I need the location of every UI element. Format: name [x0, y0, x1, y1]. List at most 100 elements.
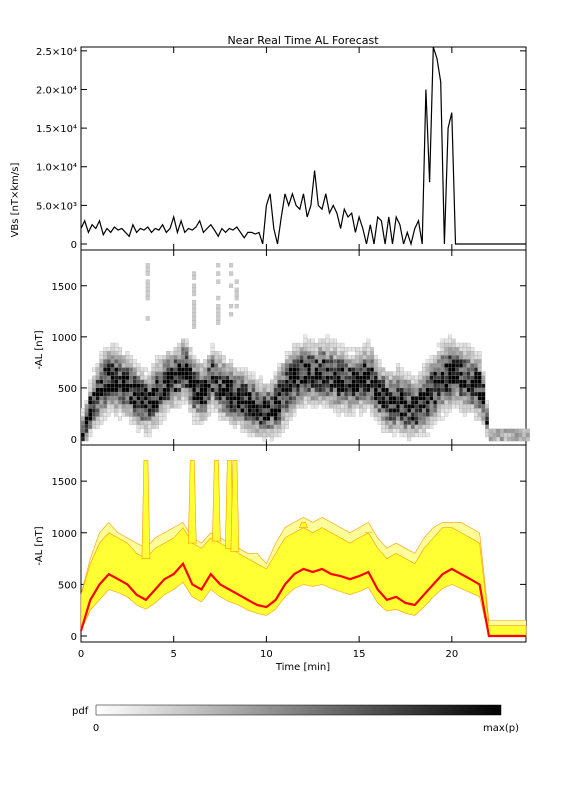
heatmap-cell	[199, 375, 204, 380]
heatmap-cell	[459, 347, 464, 352]
heatmap-cell	[232, 371, 237, 376]
heatmap-cell	[132, 400, 137, 405]
heatmap-cell	[336, 355, 341, 360]
heatmap-cell	[477, 375, 482, 380]
heatmap-cell	[110, 408, 115, 413]
heatmap-cell	[110, 359, 115, 364]
heatmap-cell	[440, 351, 445, 356]
heatmap-cell	[140, 424, 145, 429]
heatmap-cell	[318, 375, 323, 380]
heatmap-cell	[310, 347, 315, 352]
heatmap-cell	[329, 383, 334, 388]
heatmap-cell	[188, 355, 193, 360]
heatmap-cell	[355, 355, 360, 360]
heatmap-cell	[158, 367, 163, 372]
heatmap-cell	[474, 379, 478, 384]
heatmap-cell	[121, 375, 126, 380]
heatmap-cell	[203, 408, 208, 413]
heatmap-cell	[292, 383, 297, 388]
heatmap-cell	[162, 416, 167, 421]
heatmap-cell	[318, 383, 323, 388]
heatmap-cell	[333, 383, 338, 388]
heatmap-cell	[485, 400, 490, 405]
heatmap-cell	[422, 412, 427, 417]
heatmap-cell	[366, 379, 371, 384]
heatmap-cell	[492, 428, 497, 433]
heatmap-cell	[388, 420, 393, 425]
heatmap-cell	[481, 371, 486, 376]
heatmap-cell	[414, 408, 419, 413]
heatmap-cell	[103, 416, 108, 421]
heatmap-cell	[103, 400, 108, 405]
heatmap-cell	[440, 371, 445, 376]
heatmap-cell	[381, 371, 386, 376]
heatmap-cell	[310, 379, 315, 384]
heatmap-cell	[262, 391, 267, 397]
heatmap-cell	[396, 379, 401, 384]
heatmap-cell	[199, 412, 204, 417]
heatmap-cell	[125, 355, 130, 360]
heatmap-cell	[292, 387, 297, 393]
heatmap-cell	[117, 375, 122, 380]
heatmap-cell	[362, 383, 367, 388]
heatmap-cell	[314, 396, 319, 401]
heatmap-cell	[362, 391, 367, 397]
heatmap-cell	[266, 408, 271, 413]
heatmap-cell	[347, 404, 352, 409]
heatmap-cell	[385, 375, 389, 380]
heatmap-cell	[410, 412, 415, 417]
heatmap-cell	[207, 367, 211, 372]
heatmap-cell	[192, 387, 197, 393]
heatmap-cell	[518, 436, 523, 442]
heatmap-cell	[514, 436, 519, 442]
heatmap-cell	[425, 367, 430, 372]
heatmap-cell	[229, 387, 234, 393]
heatmap-cell	[177, 396, 182, 401]
heatmap-cell	[451, 347, 456, 352]
heatmap-cell	[340, 355, 345, 360]
heatmap-cell	[173, 359, 178, 364]
heatmap-cell	[351, 375, 356, 380]
heatmap-cell	[396, 420, 401, 425]
heatmap-cell	[333, 404, 338, 409]
heatmap-cell	[218, 412, 222, 417]
heatmap-cell	[355, 375, 360, 380]
heatmap-cell	[392, 396, 397, 401]
heatmap-cell	[143, 400, 148, 405]
panel2-ytick-label: 1000	[52, 333, 77, 344]
heatmap-cell	[303, 342, 308, 348]
heatmap-cell	[91, 383, 96, 388]
heatmap-cell	[169, 359, 174, 364]
heatmap-cell	[455, 396, 460, 401]
heatmap-cell	[155, 367, 159, 372]
heatmap-cell	[440, 408, 445, 413]
heatmap-cell	[169, 355, 174, 360]
heatmap-cell	[195, 404, 200, 409]
heatmap-cell	[385, 400, 389, 405]
heatmap-cell	[470, 404, 475, 409]
heatmap-cell	[216, 295, 221, 301]
heatmap-cell	[91, 367, 96, 372]
heatmap-cell	[84, 408, 89, 413]
heatmap-cell	[192, 400, 197, 405]
heatmap-cell	[110, 387, 115, 393]
band-spike	[141, 460, 151, 559]
heatmap-cell	[448, 396, 452, 401]
heatmap-cell	[192, 300, 197, 305]
heatmap-cell	[340, 400, 345, 405]
heatmap-cell	[284, 400, 289, 405]
heatmap-cell	[422, 363, 427, 368]
heatmap-cell	[373, 355, 378, 360]
heatmap-cell	[181, 338, 185, 344]
heatmap-cell	[433, 379, 438, 384]
heatmap-cell	[207, 391, 211, 397]
heatmap-cell	[288, 355, 293, 360]
heatmap-cell	[362, 400, 367, 405]
heatmap-cell	[347, 400, 352, 405]
heatmap-cell	[321, 400, 326, 405]
x-axis-label: Time [min]	[275, 662, 330, 673]
heatmap-cell	[251, 416, 256, 421]
heatmap-cell	[184, 367, 189, 372]
heatmap-cell	[418, 428, 423, 433]
heatmap-cell	[466, 367, 471, 372]
